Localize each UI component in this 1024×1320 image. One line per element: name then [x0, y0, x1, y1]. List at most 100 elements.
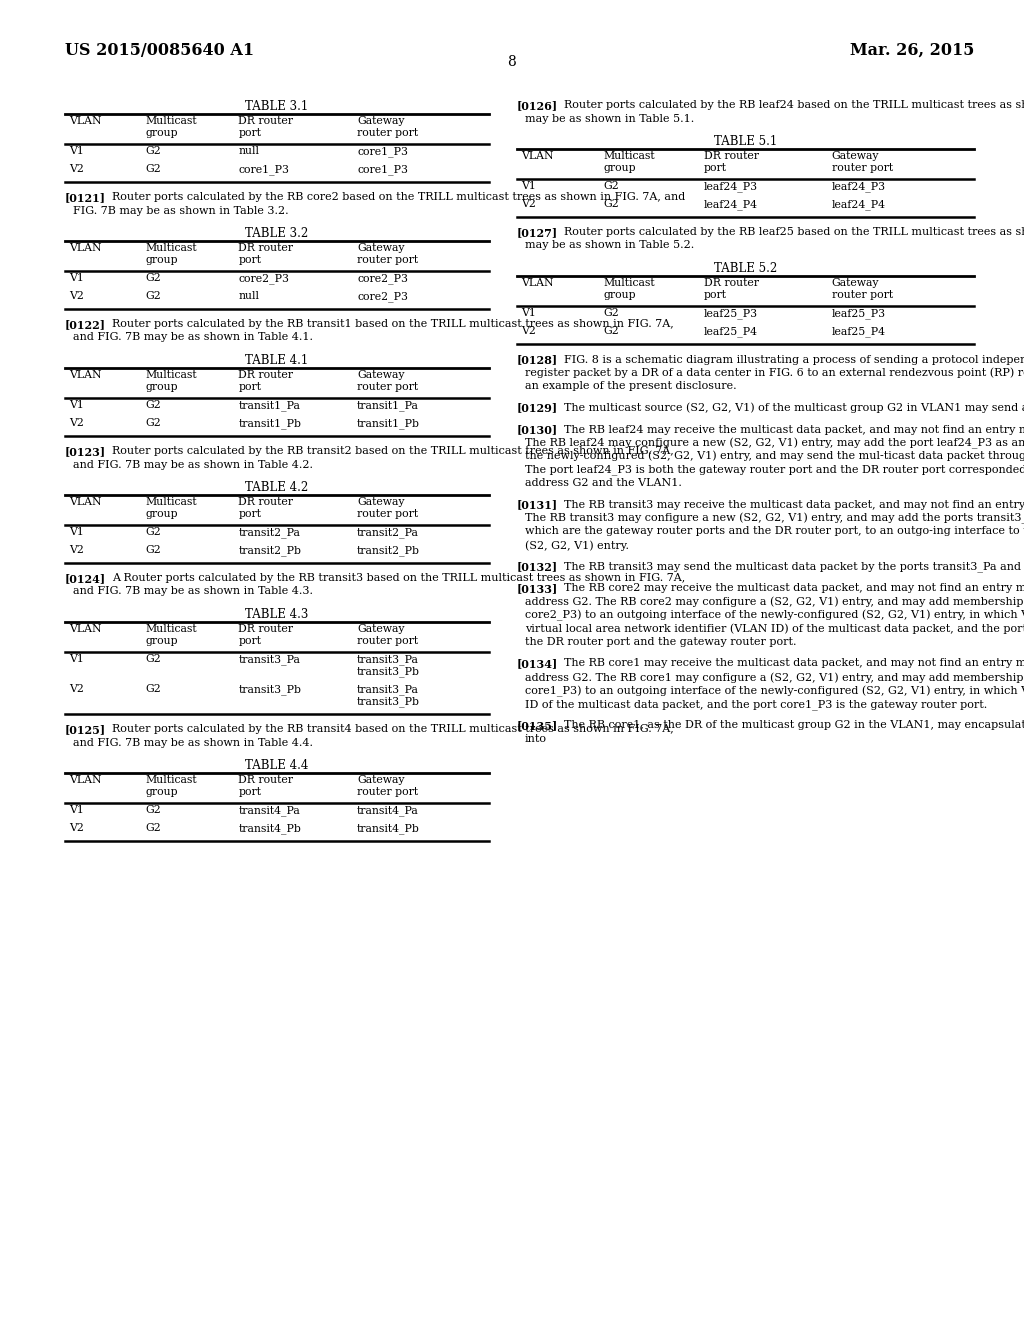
Text: VLAN: VLAN	[69, 370, 101, 380]
Text: Multicast: Multicast	[145, 370, 197, 380]
Text: null: null	[239, 290, 259, 301]
Text: G2: G2	[145, 653, 161, 664]
Text: DR router: DR router	[239, 498, 294, 507]
Text: V2: V2	[69, 164, 84, 174]
Text: an example of the present disclosure.: an example of the present disclosure.	[524, 381, 736, 391]
Text: group: group	[145, 636, 178, 645]
Text: Router ports calculated by the RB transit2 based on the TRILL multicast trees as: Router ports calculated by the RB transi…	[112, 446, 674, 455]
Text: DR router: DR router	[703, 150, 759, 161]
Text: core1_P3: core1_P3	[357, 147, 409, 157]
Text: and FIG. 7B may be as shown in Table 4.4.: and FIG. 7B may be as shown in Table 4.4…	[73, 738, 313, 747]
Text: US 2015/0085640 A1: US 2015/0085640 A1	[65, 42, 254, 59]
Text: Multicast: Multicast	[145, 624, 197, 634]
Text: A Router ports calculated by the RB transit3 based on the TRILL multicast trees : A Router ports calculated by the RB tran…	[112, 573, 685, 583]
Text: [0128]: [0128]	[517, 354, 558, 366]
Text: and FIG. 7B may be as shown in Table 4.2.: and FIG. 7B may be as shown in Table 4.2…	[73, 459, 313, 470]
Text: The RB transit3 may receive the multicast data packet, and may not find an entry: The RB transit3 may receive the multicas…	[563, 499, 1024, 510]
Text: V1: V1	[69, 805, 84, 814]
Text: core2_P3) to an outgoing interface of the newly-configured (S2, G2, V1) entry, i: core2_P3) to an outgoing interface of th…	[524, 610, 1024, 622]
Text: G2: G2	[145, 527, 161, 537]
Text: [0127]: [0127]	[517, 227, 558, 238]
Text: and FIG. 7B may be as shown in Table 4.1.: and FIG. 7B may be as shown in Table 4.1…	[73, 333, 313, 342]
Text: VLAN: VLAN	[520, 150, 553, 161]
Text: TABLE 4.1: TABLE 4.1	[245, 354, 308, 367]
Text: V1: V1	[69, 653, 84, 664]
Text: TABLE 3.1: TABLE 3.1	[245, 100, 308, 114]
Text: TABLE 3.2: TABLE 3.2	[245, 227, 308, 240]
Text: Multicast: Multicast	[603, 279, 654, 288]
Text: group: group	[145, 510, 178, 519]
Text: V2: V2	[69, 290, 84, 301]
Text: Multicast: Multicast	[603, 150, 654, 161]
Text: router port: router port	[357, 510, 418, 519]
Text: router port: router port	[357, 128, 418, 139]
Text: The port leaf24_P3 is both the gateway router port and the DR router port corres: The port leaf24_P3 is both the gateway r…	[524, 465, 1024, 475]
Text: Gateway: Gateway	[357, 370, 404, 380]
Text: DR router: DR router	[239, 116, 294, 125]
Text: Router ports calculated by the RB leaf25 based on the TRILL multicast trees as s: Router ports calculated by the RB leaf25…	[563, 227, 1024, 238]
Text: [0123]: [0123]	[65, 446, 106, 457]
Text: Router ports calculated by the RB core2 based on the TRILL multicast trees as sh: Router ports calculated by the RB core2 …	[112, 191, 685, 202]
Text: leaf24_P4: leaf24_P4	[703, 199, 758, 210]
Text: router port: router port	[357, 381, 418, 392]
Text: G2: G2	[603, 326, 618, 337]
Text: group: group	[603, 162, 636, 173]
Text: The RB core2 may receive the multicast data packet, and may not find an entry ma: The RB core2 may receive the multicast d…	[563, 583, 1024, 593]
Text: transit3_Pb: transit3_Pb	[357, 696, 420, 706]
Text: core1_P3) to an outgoing interface of the newly-configured (S2, G2, V1) entry, i: core1_P3) to an outgoing interface of th…	[524, 685, 1024, 697]
Text: transit2_Pb: transit2_Pb	[357, 545, 420, 556]
Text: router port: router port	[357, 636, 418, 645]
Text: V2: V2	[69, 684, 84, 694]
Text: FIG. 8 is a schematic diagram illustrating a process of sending a protocol indep: FIG. 8 is a schematic diagram illustrati…	[563, 354, 1024, 364]
Text: Gateway: Gateway	[831, 279, 880, 288]
Text: V1: V1	[69, 147, 84, 156]
Text: into: into	[524, 734, 547, 744]
Text: V1: V1	[520, 181, 536, 191]
Text: Multicast: Multicast	[145, 775, 197, 785]
Text: [0121]: [0121]	[65, 191, 106, 203]
Text: DR router: DR router	[239, 624, 294, 634]
Text: leaf25_P3: leaf25_P3	[831, 308, 886, 318]
Text: [0129]: [0129]	[517, 403, 558, 413]
Text: Gateway: Gateway	[357, 775, 404, 785]
Text: leaf25_P3: leaf25_P3	[703, 308, 758, 318]
Text: router port: router port	[831, 290, 893, 300]
Text: The RB leaf24 may receive the multicast data packet, and may not find an entry m: The RB leaf24 may receive the multicast …	[563, 424, 1024, 434]
Text: core2_P3: core2_P3	[357, 273, 409, 284]
Text: [0124]: [0124]	[65, 573, 106, 583]
Text: V2: V2	[69, 822, 84, 833]
Text: G2: G2	[145, 805, 161, 814]
Text: V1: V1	[520, 308, 536, 318]
Text: [0132]: [0132]	[517, 561, 558, 573]
Text: [0126]: [0126]	[517, 100, 558, 111]
Text: port: port	[703, 290, 727, 300]
Text: core1_P3: core1_P3	[239, 164, 290, 174]
Text: group: group	[145, 381, 178, 392]
Text: address G2. The RB core2 may configure a (S2, G2, V1) entry, and may add members: address G2. The RB core2 may configure a…	[524, 597, 1024, 607]
Text: router port: router port	[831, 162, 893, 173]
Text: G2: G2	[145, 545, 161, 554]
Text: port: port	[239, 636, 261, 645]
Text: transit3_Pa: transit3_Pa	[239, 653, 300, 665]
Text: TABLE 4.2: TABLE 4.2	[245, 480, 308, 494]
Text: leaf25_P4: leaf25_P4	[831, 326, 886, 337]
Text: the DR router port and the gateway router port.: the DR router port and the gateway route…	[524, 638, 797, 647]
Text: leaf24_P4: leaf24_P4	[831, 199, 886, 210]
Text: V1: V1	[69, 527, 84, 537]
Text: The multicast source (S2, G2, V1) of the multicast group G2 in VLAN1 may send a : The multicast source (S2, G2, V1) of the…	[563, 403, 1024, 413]
Text: G2: G2	[145, 147, 161, 156]
Text: TABLE 4.3: TABLE 4.3	[245, 609, 308, 620]
Text: Gateway: Gateway	[831, 150, 880, 161]
Text: [0130]: [0130]	[517, 424, 558, 436]
Text: TABLE 5.2: TABLE 5.2	[714, 261, 777, 275]
Text: address G2 and the VLAN1.: address G2 and the VLAN1.	[524, 478, 682, 488]
Text: transit3_Pa: transit3_Pa	[357, 684, 419, 694]
Text: VLAN: VLAN	[69, 775, 101, 785]
Text: Gateway: Gateway	[357, 243, 404, 253]
Text: transit2_Pb: transit2_Pb	[239, 545, 301, 556]
Text: transit1_Pa: transit1_Pa	[357, 400, 419, 411]
Text: [0122]: [0122]	[65, 319, 106, 330]
Text: 8: 8	[508, 55, 516, 69]
Text: transit4_Pb: transit4_Pb	[239, 822, 301, 834]
Text: VLAN: VLAN	[69, 116, 101, 125]
